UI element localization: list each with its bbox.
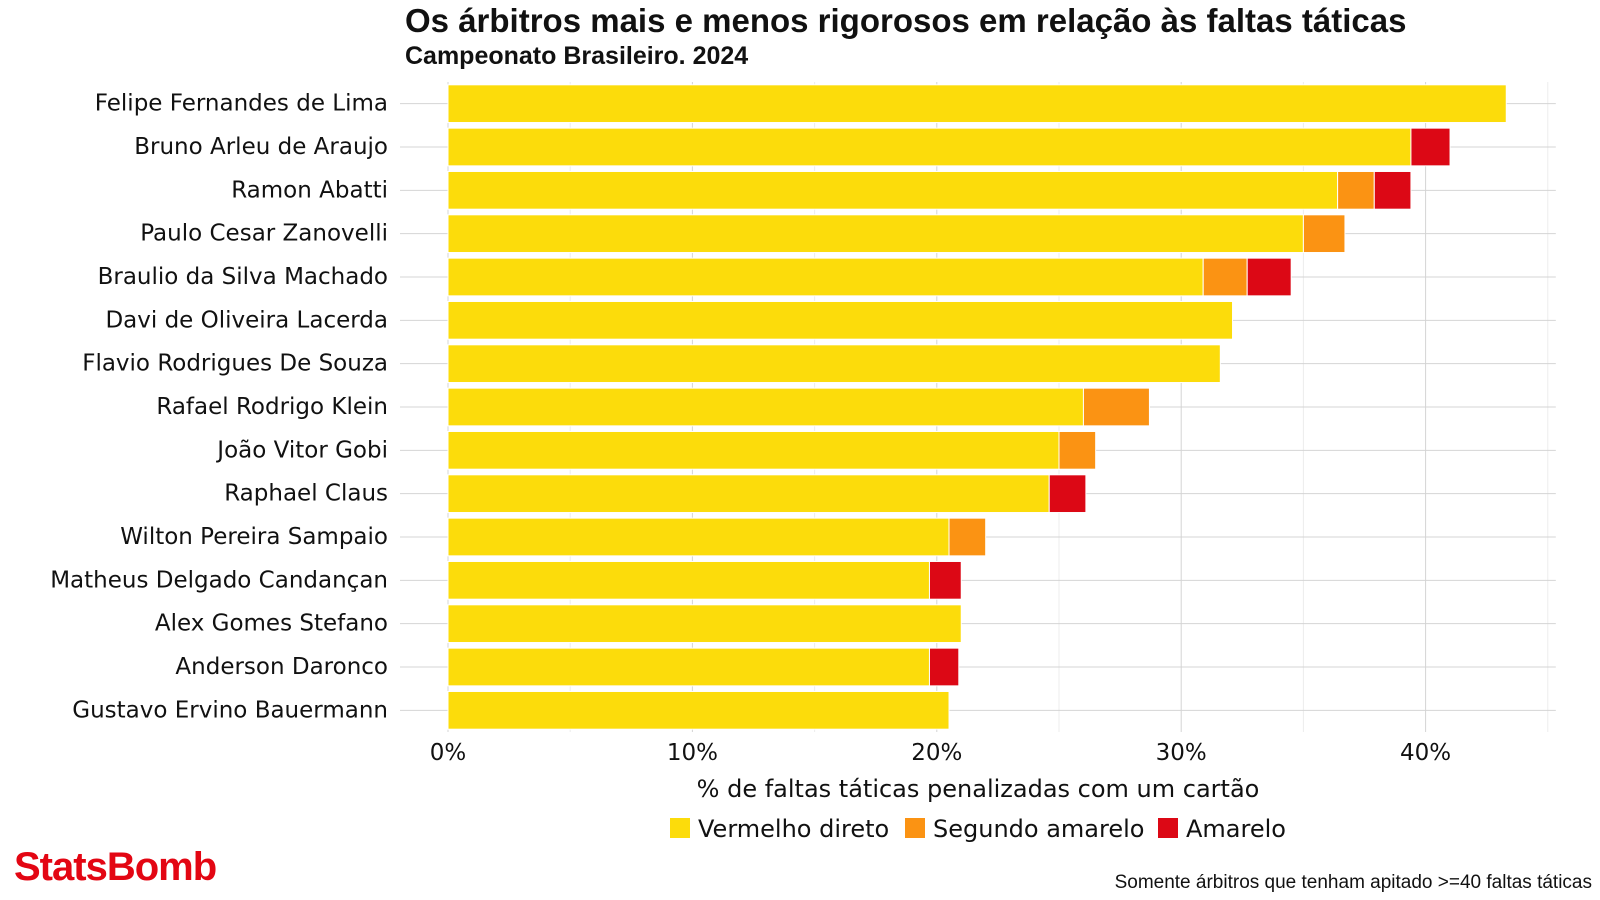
- x-tick-label: 0%: [430, 740, 467, 766]
- category-label: Gustavo Ervino Bauermann: [72, 697, 388, 723]
- x-tick-label: 40%: [1400, 740, 1451, 766]
- category-label: Bruno Arleu de Araujo: [134, 134, 388, 160]
- bar-segment-segundo-amarelo: [1082, 387, 1150, 427]
- bar-segment-segundo-amarelo: [948, 517, 987, 557]
- category-label: Felipe Fernandes de Lima: [95, 91, 388, 117]
- bar-segment-segundo-amarelo: [1337, 170, 1375, 210]
- bar-segment-vermelho-direto: [447, 170, 1339, 210]
- x-tick-label: 10%: [667, 740, 718, 766]
- footnote: Somente árbitros que tenham apitado >=40…: [1114, 872, 1592, 893]
- bar-segment-vermelho-direto: [447, 257, 1204, 297]
- bar-segment-vermelho-direto: [447, 84, 1507, 124]
- bar-segment-vermelho-direto: [447, 604, 962, 644]
- category-label: Braulio da Silva Machado: [98, 264, 388, 290]
- category-label: Wilton Pereira Sampaio: [120, 524, 388, 550]
- bar-segment-segundo-amarelo: [1058, 430, 1097, 470]
- bar-segment-amarelo: [1048, 474, 1087, 514]
- statsbomb-logo: StatsBomb: [14, 845, 217, 889]
- bar-segment-vermelho-direto: [447, 690, 950, 730]
- bar-segment-vermelho-direto: [447, 560, 930, 600]
- bar-segment-vermelho-direto: [447, 300, 1234, 340]
- bar-segment-amarelo: [928, 560, 962, 600]
- legend-label: Amarelo: [1186, 815, 1286, 843]
- legend-label: Vermelho direto: [698, 815, 889, 843]
- category-label: João Vitor Gobi: [215, 437, 388, 463]
- chart-subtitle: Campeonato Brasileiro. 2024: [405, 42, 749, 70]
- x-axis-label: % de faltas táticas penalizadas com um c…: [697, 775, 1260, 803]
- category-label: Flavio Rodrigues De Souza: [82, 351, 388, 377]
- bar-segment-vermelho-direto: [447, 517, 950, 557]
- bar-segment-amarelo: [928, 647, 960, 687]
- x-tick-label: 30%: [1156, 740, 1207, 766]
- bar-segment-amarelo: [1410, 127, 1451, 167]
- category-label: Anderson Daronco: [175, 654, 388, 680]
- bar-segment-amarelo: [1373, 170, 1412, 210]
- category-label: Ramon Abatti: [231, 177, 388, 203]
- x-axis-tick-labels: 0% 10% 20% 30% 40%: [430, 740, 1451, 766]
- bar-segment-segundo-amarelo: [1302, 214, 1346, 254]
- legend-swatch: [1158, 818, 1178, 838]
- bar-segment-vermelho-direto: [447, 214, 1304, 254]
- bar-segment-vermelho-direto: [447, 344, 1221, 384]
- bar-segment-vermelho-direto: [447, 127, 1412, 167]
- legend: Vermelho direto Segundo amarelo Amarelo: [670, 815, 1286, 843]
- chart-title: Os árbitros mais e menos rigorosos em re…: [405, 2, 1407, 39]
- category-label: Davi de Oliveira Lacerda: [105, 307, 388, 333]
- bar-segment-vermelho-direto: [447, 430, 1060, 470]
- x-tick-label: 20%: [911, 740, 962, 766]
- y-axis-labels: Felipe Fernandes de Lima Bruno Arleu de A…: [50, 91, 388, 724]
- legend-label: Segundo amarelo: [933, 815, 1144, 843]
- bars-layer: [447, 84, 1507, 730]
- bar-segment-vermelho-direto: [447, 387, 1084, 427]
- bar-segment-vermelho-direto: [447, 474, 1050, 514]
- legend-swatch: [670, 818, 690, 838]
- category-label: Rafael Rodrigo Klein: [156, 394, 388, 420]
- bar-segment-vermelho-direto: [447, 647, 930, 687]
- category-label: Paulo Cesar Zanovelli: [140, 221, 388, 247]
- bar-segment-amarelo: [1246, 257, 1292, 297]
- bar-segment-segundo-amarelo: [1202, 257, 1248, 297]
- category-label: Alex Gomes Stefano: [155, 611, 388, 637]
- category-label: Raphael Claus: [224, 481, 388, 507]
- category-label: Matheus Delgado Candançan: [50, 567, 388, 593]
- legend-swatch: [905, 818, 925, 838]
